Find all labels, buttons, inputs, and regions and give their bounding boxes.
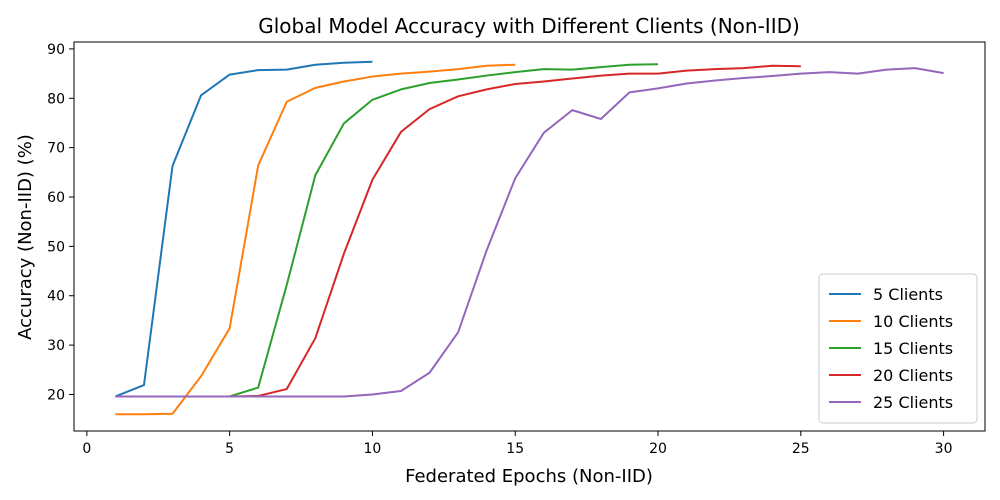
x-tick-label: 30: [935, 441, 953, 457]
x-tick-label: 25: [792, 441, 810, 457]
series-line-1: [115, 60, 373, 398]
legend-label: 5 Clients: [873, 285, 943, 304]
plot-frame: [73, 41, 986, 432]
y-tick-label: 80: [47, 91, 65, 107]
x-tick-label: 5: [225, 441, 234, 457]
series-line-2: [115, 63, 516, 416]
y-axis-title: Accuracy (Non-IID) (%): [15, 134, 36, 340]
legend-label: 10 Clients: [873, 312, 953, 331]
y-tick-label: 20: [47, 387, 65, 403]
plot-lines: [115, 60, 944, 416]
legend-label: 15 Clients: [873, 339, 953, 358]
y-tick-label: 50: [47, 239, 65, 255]
legend-box: [818, 273, 978, 424]
axes: 0 5 10 15 20 25 30 20 30 40 50 60 70 80 90: [47, 41, 986, 457]
y-tick-label: 90: [47, 42, 65, 58]
y-tick-label: 40: [47, 289, 65, 305]
y-tick-label: 60: [47, 190, 65, 206]
legend-label: 25 Clients: [873, 393, 953, 412]
legend: 5 Clients 10 Clients 15 Clients 20 Clients 2…: [818, 273, 978, 424]
x-axis-title: Federated Epochs (Non-IID): [405, 466, 653, 487]
y-tick-label: 30: [47, 338, 65, 354]
legend-label: 20 Clients: [873, 366, 953, 385]
x-tick-label: 0: [82, 441, 91, 457]
series-line-5: [115, 67, 944, 398]
chart-title: Global Model Accuracy with Different Cli…: [258, 14, 800, 38]
x-tick-label: 20: [649, 441, 667, 457]
x-tick-label: 15: [506, 441, 524, 457]
x-tick-label: 10: [364, 441, 382, 457]
y-tick-label: 70: [47, 141, 65, 157]
